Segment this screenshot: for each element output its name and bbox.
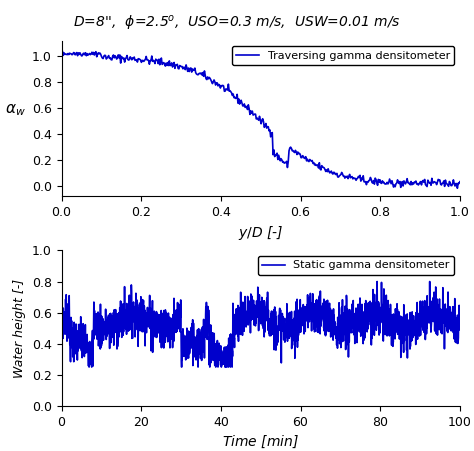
Legend: Static gamma densitometer: Static gamma densitometer [258, 256, 454, 275]
Text: $D$=8'',  $\phi$=2.5$^o$,  $USO$=0.3 m/s,  $USW$=0.01 m/s: $D$=8'', $\phi$=2.5$^o$, $USO$=0.3 m/s, … [73, 14, 401, 32]
X-axis label: $y/D$ [-]: $y/D$ [-] [238, 224, 283, 242]
Y-axis label: $\alpha_w$: $\alpha_w$ [5, 103, 26, 118]
Y-axis label: Water height [-]: Water height [-] [13, 279, 27, 378]
X-axis label: $Time$ [min]: $Time$ [min] [222, 434, 299, 451]
Legend: Traversing gamma densitometer: Traversing gamma densitometer [232, 46, 454, 65]
